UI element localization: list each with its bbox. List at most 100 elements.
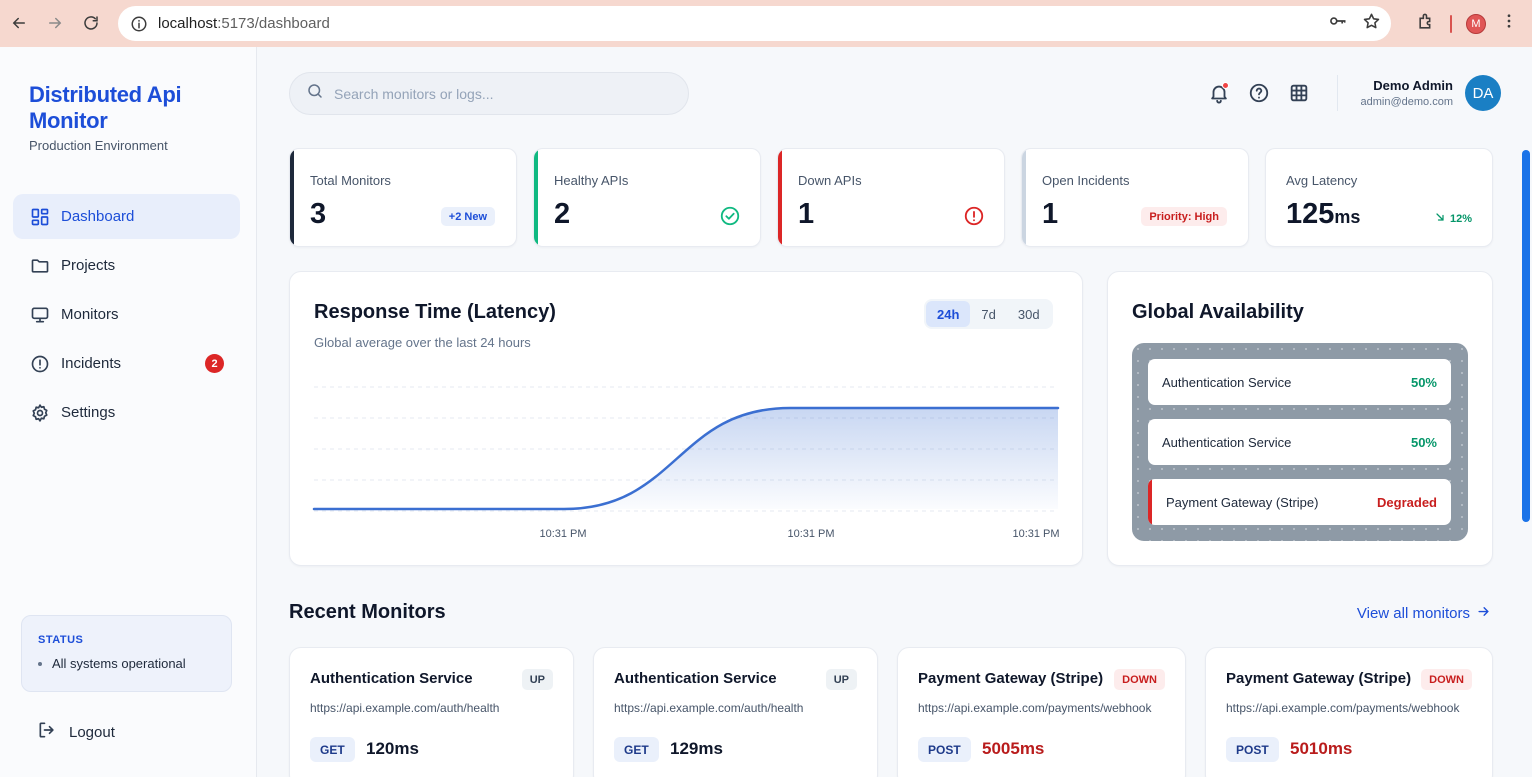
http-method-badge: POST (918, 737, 971, 762)
availability-title: Global Availability (1132, 301, 1304, 323)
stat-value: 3 (310, 198, 327, 230)
status-text: All systems operational (52, 656, 186, 671)
dashboard-icon (30, 207, 50, 227)
range-7d-button[interactable]: 7d (981, 306, 996, 322)
stat-label: Open Incidents (1042, 173, 1130, 188)
search-icon (306, 82, 324, 105)
sidebar-item-dashboard[interactable]: Dashboard (13, 194, 240, 239)
stat-value: 125ms (1286, 198, 1360, 231)
grid-apps-icon[interactable] (1288, 82, 1310, 104)
monitor-name: Authentication Service (614, 670, 777, 687)
app-brand[interactable]: Distributed Api Monitor (29, 82, 182, 133)
site-info-icon[interactable] (130, 15, 148, 33)
sidebar-item-incidents[interactable]: Incidents 2 (13, 341, 240, 386)
stat-accent-bar (290, 149, 294, 246)
browser-toolbar: localhost:5173/dashboard M (0, 0, 1532, 47)
reload-icon[interactable] (73, 5, 109, 41)
header-actions (1208, 82, 1310, 104)
status-title: STATUS (38, 634, 84, 646)
monitor-card[interactable]: Payment Gateway (Stripe) DOWN https://ap… (897, 647, 1186, 777)
stat-label: Healthy APIs (554, 173, 629, 188)
sidebar-item-projects[interactable]: Projects (13, 243, 240, 288)
page-scrollbar[interactable] (1522, 150, 1530, 522)
bell-icon[interactable] (1208, 82, 1230, 104)
x-tick-label: 10:31 PM (787, 528, 834, 540)
sidebar-item-settings[interactable]: Settings (13, 390, 240, 435)
monitor-latency: 120ms (366, 739, 419, 758)
availability-row[interactable]: Authentication Service 50% (1148, 359, 1451, 405)
monitor-name: Payment Gateway (Stripe) (1226, 670, 1412, 687)
back-icon[interactable] (1, 5, 37, 41)
help-icon[interactable] (1248, 82, 1270, 104)
user-email: admin@demo.com (1360, 96, 1453, 108)
http-method-badge: GET (310, 737, 355, 762)
monitor-url: https://api.example.com/auth/health (310, 701, 500, 715)
sidebar-item-label: Settings (61, 404, 116, 421)
sidebar-item-monitors[interactable]: Monitors (13, 292, 240, 337)
bookmark-star-icon[interactable] (1362, 12, 1381, 36)
stat-label: Total Monitors (310, 173, 391, 188)
status-line: All systems operational (38, 656, 215, 671)
password-key-icon[interactable] (1328, 11, 1348, 36)
extensions-icon[interactable] (1417, 12, 1436, 36)
availability-map: Authentication Service 50% Authenticatio… (1132, 343, 1468, 541)
sidebar-item-label: Incidents (61, 355, 122, 372)
monitor-latency: 5005ms (982, 739, 1045, 758)
recent-monitors-title: Recent Monitors (289, 601, 446, 623)
alert-circle-icon (30, 354, 50, 374)
status-badge: UP (825, 669, 857, 690)
sidebar: Distributed Api Monitor Production Envir… (0, 47, 257, 777)
series-area (314, 408, 1058, 509)
availability-panel: Global Availability Authentication Servi… (1107, 271, 1493, 566)
user-info[interactable]: Demo Admin admin@demo.com (1361, 78, 1453, 108)
forward-icon[interactable] (37, 5, 73, 41)
monitor-url: https://api.example.com/payments/webhook (918, 701, 1152, 715)
service-name: Authentication Service (1162, 374, 1292, 390)
http-method-badge: GET (614, 737, 659, 762)
check-circle-icon (719, 205, 741, 227)
view-all-label: View all monitors (1356, 605, 1470, 622)
monitor-card[interactable]: Authentication Service UP https://api.ex… (289, 647, 574, 777)
gear-icon (30, 403, 50, 423)
monitor-latency: 129ms (670, 739, 723, 758)
http-method-badge: POST (1226, 737, 1279, 762)
stat-value-unit: ms (1334, 207, 1361, 227)
view-all-monitors-link[interactable]: View all monitors (1357, 604, 1491, 623)
monitor-name: Authentication Service (310, 670, 473, 687)
profile-avatar[interactable]: M (1466, 13, 1486, 34)
monitor-latency: 5010ms (1290, 739, 1353, 758)
search-bar[interactable] (289, 72, 689, 115)
range-24h-button[interactable]: 24h (926, 301, 971, 327)
priority-pill: Priority: High (1141, 207, 1227, 226)
monitor-icon (30, 305, 50, 325)
latency-chart-panel: Response Time (Latency) Global average o… (289, 271, 1083, 566)
x-tick-label: 10:31 PM (1012, 528, 1059, 540)
kebab-menu-icon[interactable] (1500, 12, 1518, 35)
avatar[interactable]: DA (1465, 75, 1501, 111)
address-bar[interactable]: localhost:5173/dashboard (118, 6, 1391, 41)
logout-icon (37, 720, 69, 744)
user-name: Demo Admin (1373, 78, 1453, 93)
time-range-selector: 24h 7d 30d (924, 299, 1053, 329)
stat-value: 1 (1042, 198, 1059, 230)
chart-title: Response Time (Latency) (314, 301, 556, 323)
sidebar-item-label: Projects (61, 257, 116, 274)
new-monitors-pill: +2 New (440, 207, 495, 226)
logout-button[interactable]: Logout (37, 720, 115, 744)
availability-row[interactable]: Authentication Service 50% (1148, 419, 1451, 465)
latency-trend: 12% (1434, 211, 1472, 226)
search-input[interactable] (334, 85, 664, 102)
stat-label: Down APIs (798, 173, 862, 188)
header-divider (1337, 75, 1338, 111)
trend-value: 12% (1449, 212, 1472, 225)
status-badge: DOWN (1421, 669, 1472, 690)
stat-value: 2 (554, 198, 571, 230)
range-30d-button[interactable]: 30d (1017, 306, 1040, 322)
availability-row[interactable]: Payment Gateway (Stripe) Degraded (1148, 479, 1451, 525)
monitor-card[interactable]: Authentication Service UP https://api.ex… (593, 647, 878, 777)
system-status-card: STATUS All systems operational (21, 615, 232, 692)
toolbar-divider (1450, 14, 1452, 33)
sidebar-item-label: Monitors (61, 306, 119, 323)
status-badge: UP (521, 669, 553, 690)
monitor-card[interactable]: Payment Gateway (Stripe) DOWN https://ap… (1205, 647, 1493, 777)
